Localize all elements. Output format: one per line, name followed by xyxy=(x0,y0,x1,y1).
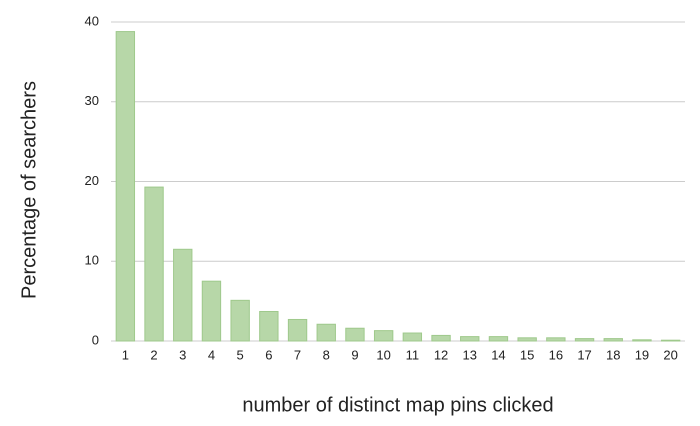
x-tick-label: 14 xyxy=(491,347,505,362)
x-tick-label: 10 xyxy=(376,347,390,362)
x-tick-label: 12 xyxy=(434,347,448,362)
x-tick-label: 17 xyxy=(577,347,591,362)
y-axis-title: Percentage of searchers xyxy=(18,81,40,299)
bar xyxy=(259,310,279,342)
y-tick-label: 30 xyxy=(85,93,99,108)
bar xyxy=(460,336,480,342)
bar xyxy=(230,299,250,342)
x-tick-label: 15 xyxy=(520,347,534,362)
x-tick-label: 19 xyxy=(635,347,649,362)
bar xyxy=(546,337,566,342)
bar xyxy=(517,337,537,342)
x-axis-title: number of distinct map pins clicked xyxy=(242,394,553,416)
bar xyxy=(431,334,451,342)
bar xyxy=(115,31,136,342)
bar xyxy=(402,332,423,342)
bar xyxy=(201,280,222,342)
x-tick-label: 5 xyxy=(237,347,244,362)
bar xyxy=(316,323,336,342)
y-tick-label: 20 xyxy=(85,173,99,188)
bar xyxy=(144,186,164,342)
x-tick-label: 7 xyxy=(294,347,301,362)
bar xyxy=(574,338,595,342)
bar xyxy=(488,336,509,342)
y-tick-label: 40 xyxy=(85,13,99,28)
bar xyxy=(660,339,681,342)
x-tick-label: 16 xyxy=(549,347,563,362)
x-tick-label: 3 xyxy=(179,347,186,362)
bar xyxy=(632,339,652,342)
x-tick-label: 2 xyxy=(150,347,157,362)
x-tick-label: 13 xyxy=(463,347,477,362)
x-tick-label: 11 xyxy=(406,347,420,362)
bar xyxy=(373,330,394,342)
bar xyxy=(173,248,193,342)
y-tick-label: 0 xyxy=(92,332,99,347)
x-tick-label: 18 xyxy=(606,347,620,362)
bar xyxy=(345,327,365,342)
bar xyxy=(287,318,308,342)
x-tick-label: 1 xyxy=(122,347,129,362)
x-tick-label: 9 xyxy=(351,347,358,362)
x-tick-label: 8 xyxy=(323,347,330,362)
x-tick-label: 20 xyxy=(663,347,677,362)
bar xyxy=(603,338,623,342)
x-tick-label: 6 xyxy=(265,347,272,362)
x-tick-label: 4 xyxy=(208,347,215,362)
y-tick-label: 10 xyxy=(85,253,99,268)
